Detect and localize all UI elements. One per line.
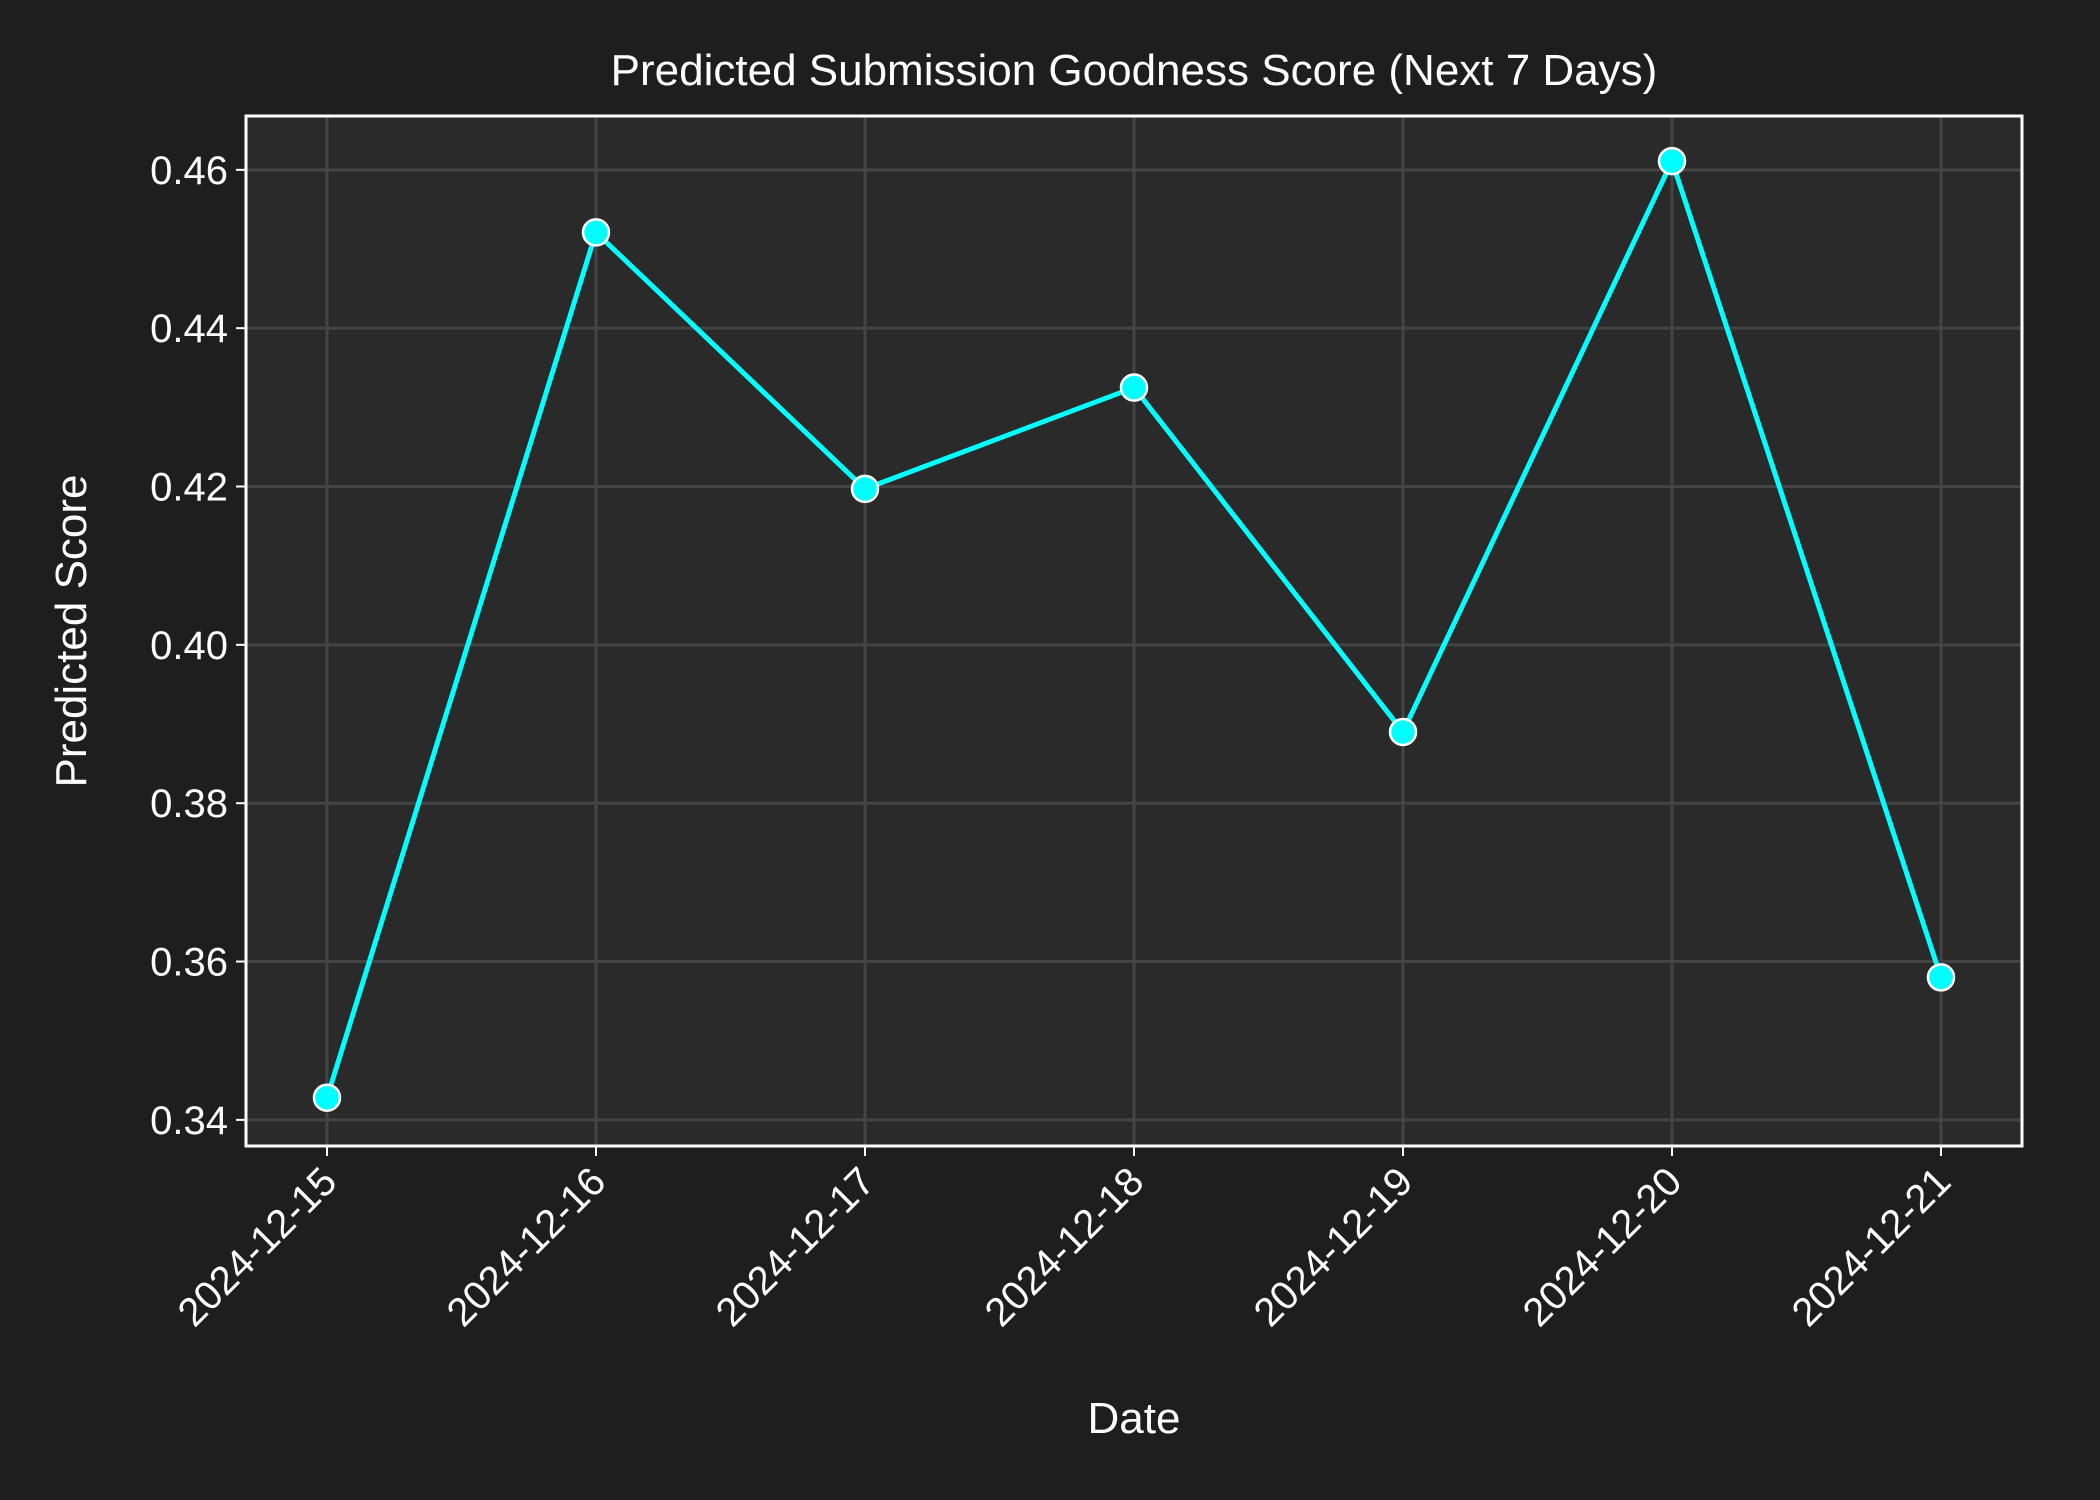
- y-tick-label: 0.42: [150, 466, 228, 510]
- data-point: [1388, 717, 1418, 747]
- y-tick-label: 0.34: [150, 1099, 228, 1143]
- data-point: [581, 218, 611, 247]
- data-point: [1926, 963, 1956, 992]
- data-point: [1119, 373, 1149, 402]
- data-point: [850, 474, 880, 504]
- chart-title: Predicted Submission Goodness Score (Nex…: [611, 46, 1658, 95]
- series-line-group: [312, 146, 1956, 1112]
- y-axis-label: Predicted Score: [47, 474, 96, 787]
- x-axis-label: Date: [1088, 1394, 1181, 1443]
- data-point: [1657, 146, 1687, 176]
- grid: [246, 116, 2022, 1146]
- y-tick-label: 0.38: [150, 782, 228, 826]
- y-tick-label: 0.44: [150, 307, 228, 351]
- y-tick-label: 0.40: [150, 624, 228, 668]
- y-tick-label: 0.46: [150, 149, 228, 193]
- y-axis-ticks: 0.34 0.36 0.38 0.40 0.42 0.44 0.46: [150, 149, 246, 1143]
- y-tick-label: 0.36: [150, 941, 228, 985]
- data-point: [312, 1083, 342, 1112]
